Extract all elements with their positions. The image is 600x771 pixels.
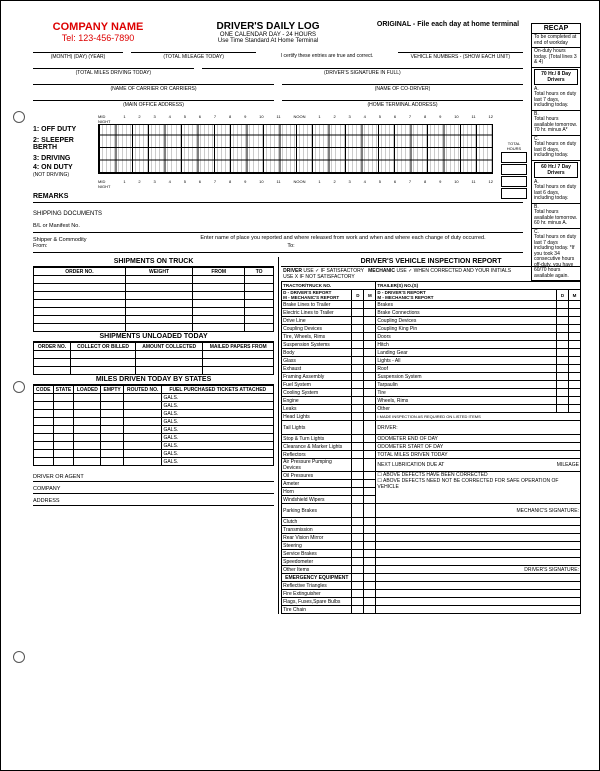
subtitle2: Use Time Standard At Home Terminal [217, 38, 320, 44]
office-field[interactable]: (MAIN OFFICE ADDRESS) [33, 100, 274, 108]
terminal-field[interactable]: (HOME TERMINAL ADDRESS) [282, 100, 523, 108]
row-on-duty: 4: ON DUTY(NOT DRIVING) [33, 164, 98, 179]
driver-agent-line[interactable]: DRIVER OR AGENT [33, 470, 274, 482]
punch-hole [13, 651, 25, 663]
row-sleeper: 2: SLEEPER BERTH [33, 137, 98, 151]
drivers-daily-log-form: RECAP To be completed at end of workday … [0, 0, 600, 771]
total-off[interactable] [501, 152, 527, 163]
shipper-label: Shipper & Commodity [33, 237, 153, 243]
duty-labels: 1: OFF DUTY 2: SLEEPER BERTH 3: DRIVING … [33, 124, 98, 179]
dvir-column: DRIVER'S VEHICLE INSPECTION REPORT DRIVE… [278, 257, 581, 614]
unloaded-table[interactable]: ORDER NO.COLLECT OR BILLEDAMOUNT COLLECT… [33, 342, 274, 375]
miles-states-table[interactable]: CODESTATELOADEDEMPTYROUTED NO.FUEL PURCH… [33, 385, 274, 466]
recap-a70: A.Total hours on duty last 7 days, inclu… [532, 86, 580, 111]
company-tel: Tel: 123-456-7890 [33, 33, 163, 43]
remarks-line[interactable] [33, 202, 523, 203]
unloaded-hdr: SHIPMENTS UNLOADED TODAY [33, 332, 274, 342]
total-sleeper[interactable] [501, 164, 527, 175]
bl-line[interactable]: B/L or Manifest No. [33, 223, 523, 233]
mileage-field[interactable]: (TOTAL MILEAGE TODAY) [131, 52, 256, 60]
original-note: ORIGINAL - File each day at home termina… [373, 21, 523, 44]
recap-a60: A.Total hours on duty last 6 days, inclu… [532, 179, 580, 204]
row-off-duty: 1: OFF DUTY [33, 124, 98, 135]
recap-panel: RECAP To be completed at end of workday … [531, 23, 581, 281]
recap-intro: To be completed at end of workday [532, 34, 580, 48]
company-name: COMPANY NAME [33, 21, 163, 33]
hours-scale-bot: MIDNIGHT1234567891011NOON123456789101112 [98, 179, 493, 189]
lower-section: SHIPMENTS ON TRUCK ORDER NO.WEIGHTFROMTO… [33, 257, 581, 614]
address-line[interactable]: ADDRESS [33, 494, 274, 506]
from-to-line[interactable]: From: To: [33, 243, 523, 253]
bl-label: B/L or Manifest No. [33, 223, 80, 229]
vehicle-field[interactable]: VEHICLE NUMBERS - (SHOW EACH UNIT) [398, 52, 523, 60]
form-header: COMPANY NAME Tel: 123-456-7890 DRIVER'S … [33, 21, 523, 44]
miles-states-hdr: MILES DRIVEN TODAY BY STATES [33, 375, 274, 385]
total-onduty[interactable] [501, 188, 527, 199]
signature-field[interactable]: (DRIVER'S SIGNATURE IN FULL) [202, 68, 523, 76]
total-driving[interactable] [501, 176, 527, 187]
total-hours-col: TOTAL HOURS [501, 141, 527, 200]
to-label: To: [287, 243, 294, 252]
recap-c60: C.Total hours on duty last 7 days includ… [532, 229, 580, 281]
codriver-field[interactable]: (NAME OF CO-DRIVER) [282, 84, 523, 92]
instructions: Enter name of place you reported and whe… [163, 235, 523, 241]
hours-scale-top: MIDNIGHT1234567891011NOON123456789101112 [98, 114, 493, 124]
company-line[interactable]: COMPANY [33, 482, 274, 494]
recap-b70: B.Total hours available tomorrow. 70 hr.… [532, 111, 580, 136]
carrier-field[interactable]: (NAME OF CARRIER OR CARRIERS) [33, 84, 274, 92]
certify-text: I certify these entries are true and cor… [264, 52, 389, 60]
recap-c70: C.Total hours on duty last 8 days, inclu… [532, 136, 580, 161]
left-column: SHIPMENTS ON TRUCK ORDER NO.WEIGHTFROMTO… [33, 257, 274, 614]
form-title: DRIVER'S DAILY LOG [217, 21, 320, 32]
row-driving: 3: DRIVING [33, 153, 98, 164]
from-label: From: [33, 243, 47, 252]
tractor-hdr: TRACTOR/TRUCK NO. [282, 282, 376, 290]
company-block: COMPANY NAME Tel: 123-456-7890 [33, 21, 163, 44]
date-field[interactable]: (MONTH) (DAY) (YEAR) [33, 52, 123, 60]
shipments-truck-hdr: SHIPMENTS ON TRUCK [33, 257, 274, 267]
recap-70hr-box: 70 Hr./ 8 Day Drivers [534, 69, 578, 85]
miles-driving-field[interactable]: (TOTAL MILES DRIVING TODAY) [33, 68, 194, 76]
punch-hole [13, 381, 25, 393]
recap-onduty: On-duty hours today. (Total lines 3 & 4) [532, 48, 580, 68]
duty-grid-section: MIDNIGHT1234567891011NOON123456789101112… [33, 114, 523, 203]
recap-60hr-box: 60 Hr./ 7 Day Drivers [534, 162, 578, 178]
dvir-table[interactable]: TRACTOR/TRUCK NO. TRAILER(S) NO.(S) D - … [281, 281, 581, 614]
shipments-truck-table[interactable]: ORDER NO.WEIGHTFROMTO [33, 267, 274, 332]
total-hours-label: TOTAL HOURS [501, 141, 527, 151]
duty-grid-chart[interactable] [98, 124, 493, 174]
recap-title: RECAP [532, 24, 580, 34]
punch-hole [13, 111, 25, 123]
shipping-docs-label: SHIPPING DOCUMENTS [33, 211, 581, 217]
remarks-label: REMARKS [33, 193, 523, 200]
recap-b60: B.Total hours available tomorrow. 60 hr.… [532, 204, 580, 229]
trailers-hdr: TRAILER(S) NO.(S) [376, 282, 581, 290]
title-block: DRIVER'S DAILY LOG ONE CALENDAR DAY - 24… [217, 21, 320, 44]
